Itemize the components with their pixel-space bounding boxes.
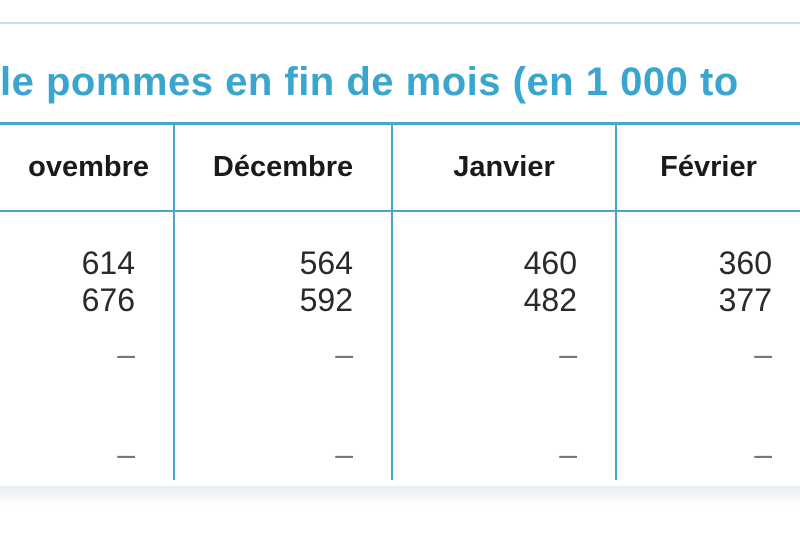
table-cell: 482 [392, 282, 617, 326]
column-header: Décembre [174, 125, 393, 212]
table-title: le pommes en fin de mois (en 1 000 to [0, 60, 739, 104]
table-row: – – – – [0, 326, 800, 382]
table-row: – – – – [0, 428, 800, 480]
stock-table: ovembre Décembre Janvier Février 614 564… [0, 125, 800, 480]
table-cell: 360 [718, 245, 772, 281]
table-row: 676 592 482 377 [0, 282, 800, 326]
page-shadow [0, 486, 800, 506]
table-cell: – [0, 326, 175, 382]
table-cell: 564 [174, 211, 393, 282]
table-cell: 460 [392, 211, 617, 282]
table-cell [616, 382, 800, 428]
table-cell: – [174, 428, 393, 480]
table-row [0, 382, 800, 428]
table-cell [392, 382, 617, 428]
table-cell: 614 [0, 211, 175, 282]
table-cell: – [392, 428, 617, 480]
table-cell [0, 382, 175, 428]
table-cell: – [392, 326, 617, 382]
column-header: ovembre [0, 125, 175, 212]
table-cell: – [174, 326, 393, 382]
table-cell: – [754, 335, 772, 372]
table-cell [174, 382, 393, 428]
table-row: 614 564 460 360 [0, 211, 800, 282]
column-header: Février [616, 125, 800, 212]
title-divider [0, 122, 800, 125]
table-cell: 592 [174, 282, 393, 326]
table-header-row: ovembre Décembre Janvier Février [0, 125, 800, 212]
table-cell: – [754, 435, 772, 472]
column-header: Janvier [392, 125, 617, 212]
table-cell: 676 [0, 282, 175, 326]
table-cell: 377 [718, 282, 772, 318]
table-cell: – [0, 428, 175, 480]
